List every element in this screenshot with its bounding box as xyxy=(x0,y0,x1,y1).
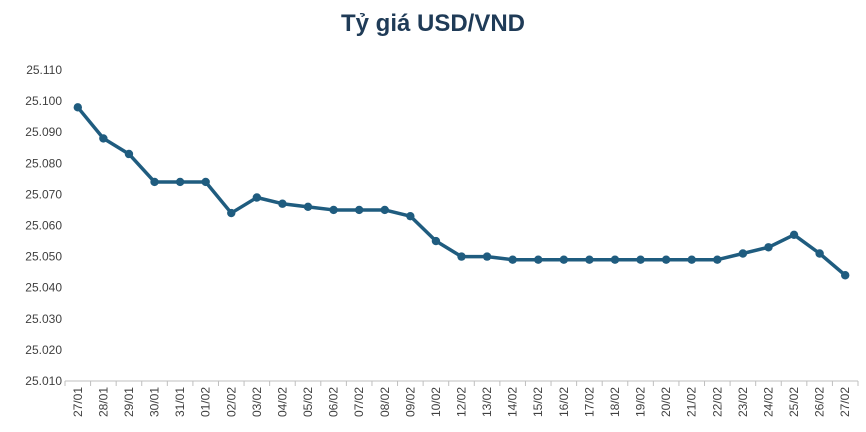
x-tick-label: 08/02 xyxy=(378,387,392,417)
x-tick-label: 23/02 xyxy=(736,387,750,417)
x-tick-label: 04/02 xyxy=(275,387,289,417)
series-line xyxy=(76,105,847,278)
data-points xyxy=(73,103,850,280)
x-tick-label: 03/02 xyxy=(250,387,264,417)
data-point xyxy=(841,271,850,280)
data-point xyxy=(354,205,364,215)
x-tick-label: 27/02 xyxy=(838,387,852,417)
x-tick-label: 16/02 xyxy=(557,387,571,417)
x-tick-label: 28/01 xyxy=(96,387,110,417)
data-point xyxy=(175,177,185,187)
x-tick-label: 29/01 xyxy=(122,387,136,417)
y-tick-label: 25.070 xyxy=(25,187,62,201)
x-tick-label: 25/02 xyxy=(787,387,801,417)
x-tick-label: 02/02 xyxy=(224,387,238,417)
x-tick-label: 21/02 xyxy=(685,387,699,417)
data-point xyxy=(124,149,134,159)
data-point xyxy=(406,211,415,221)
x-axis: 27/01 28/01 29/01 30/01 31/01 01/02 02/02 03/02… xyxy=(64,380,859,417)
x-tick-label: 20/02 xyxy=(659,387,673,417)
x-tick-label: 07/02 xyxy=(352,387,366,417)
data-point xyxy=(610,255,620,264)
data-point xyxy=(99,134,108,143)
x-tick-label: 01/02 xyxy=(199,387,213,417)
data-point xyxy=(789,230,799,240)
x-tick-label: 13/02 xyxy=(480,387,494,417)
x-tick-label: 09/02 xyxy=(403,387,417,417)
y-tick-label: 25.100 xyxy=(25,94,62,108)
x-tick-label: 26/02 xyxy=(813,387,827,417)
x-tick-label: 30/01 xyxy=(148,387,162,417)
x-tick-label: 18/02 xyxy=(608,387,622,417)
y-tick-label: 25.030 xyxy=(25,312,62,326)
data-point xyxy=(380,205,389,215)
x-tick-label: 22/02 xyxy=(710,387,724,417)
y-tick-label: 25.060 xyxy=(25,219,62,233)
data-point xyxy=(252,193,262,202)
data-point xyxy=(534,255,543,264)
data-point xyxy=(278,199,287,208)
data-point xyxy=(636,255,645,264)
data-point xyxy=(150,177,159,187)
y-axis: 25.010 25.020 25.030 25.040 25.050 25.060 25.0… xyxy=(25,63,62,388)
x-tick-label: 05/02 xyxy=(301,387,315,417)
y-tick-label: 25.050 xyxy=(25,250,62,264)
data-point xyxy=(687,255,696,264)
y-tick-label: 25.110 xyxy=(26,63,62,77)
x-tick-label: 24/02 xyxy=(761,387,775,417)
x-tick-label: 27/01 xyxy=(71,387,85,417)
data-point xyxy=(559,255,569,264)
x-tick-label: 15/02 xyxy=(531,387,545,417)
data-point xyxy=(227,208,236,218)
data-point xyxy=(815,249,824,258)
data-point xyxy=(508,255,517,264)
y-tick-label: 25.010 xyxy=(25,374,62,388)
x-tick-label: 19/02 xyxy=(634,387,648,417)
x-tick-label: 10/02 xyxy=(429,387,443,417)
data-point xyxy=(661,255,671,264)
data-point xyxy=(329,205,338,215)
data-point xyxy=(764,243,773,252)
y-tick-label: 25.090 xyxy=(25,125,62,139)
data-point xyxy=(482,252,492,261)
y-tick-label: 25.040 xyxy=(25,281,62,295)
x-tick-label: 06/02 xyxy=(327,387,341,417)
data-point xyxy=(713,255,722,264)
x-tick-label: 12/02 xyxy=(455,387,469,417)
x-tick-label: 17/02 xyxy=(582,387,596,417)
data-point xyxy=(457,252,466,261)
chart-title: Tỷ giá USD/VND xyxy=(340,10,526,37)
x-tick-label: 14/02 xyxy=(506,387,520,417)
data-point xyxy=(431,236,441,246)
x-tick-label: 31/01 xyxy=(173,387,187,417)
data-point xyxy=(303,202,313,212)
y-tick-label: 25.080 xyxy=(25,156,62,170)
data-point xyxy=(585,255,594,264)
y-tick-label: 25.020 xyxy=(25,343,62,357)
data-point xyxy=(201,177,210,187)
data-point xyxy=(73,103,82,112)
data-point xyxy=(738,249,748,258)
